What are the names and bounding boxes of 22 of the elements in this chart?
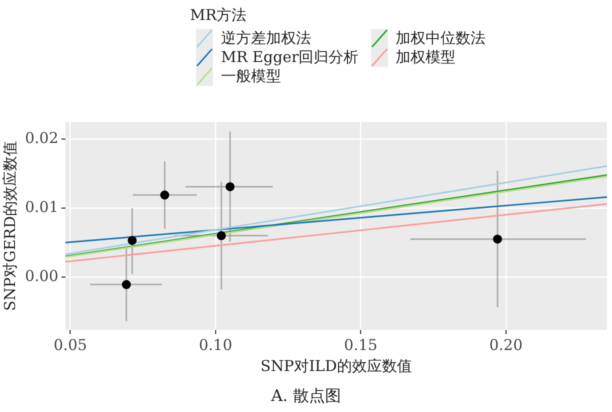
text: A. 散点图: [270, 386, 342, 407]
point: [216, 231, 226, 240]
legend-label: 加权模型: [396, 48, 456, 67]
x-tick-label: 0.15: [344, 336, 378, 354]
x-tick-label: 0.20: [489, 336, 523, 354]
point: [160, 190, 170, 200]
legend-label: 一般模型: [221, 67, 281, 86]
legend-title: MR方法: [190, 6, 248, 25]
y-tick-label: 0.01: [24, 198, 58, 216]
x-tick-label: 0.10: [198, 336, 232, 354]
y-axis-title: SNP对GERD的效应数值: [0, 141, 19, 311]
y-tick-label: 0.00: [24, 266, 58, 285]
legend-label: MR Egger回归分析: [221, 48, 359, 67]
y-tick-label: 0.02: [24, 129, 58, 148]
legend-label: 逆方差加权法: [221, 29, 311, 48]
point: [226, 182, 235, 192]
point: [122, 280, 131, 290]
x-axis-title: SNP对ILD的效应数值: [260, 356, 412, 375]
x-tick-label: 0.05: [54, 336, 88, 354]
point: [128, 236, 137, 245]
point: [493, 234, 502, 244]
legend-label: 加权中位数法: [396, 29, 486, 48]
